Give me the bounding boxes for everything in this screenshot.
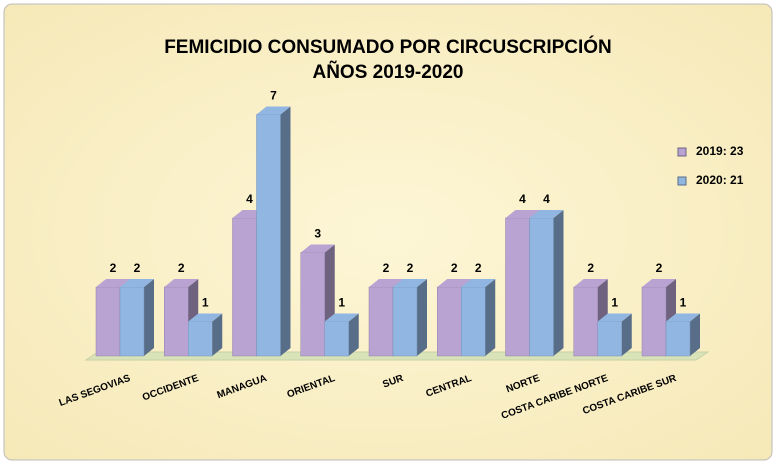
data-label: 1	[202, 296, 209, 310]
bar-front	[188, 321, 213, 357]
bar-top	[393, 279, 427, 287]
bar-top	[324, 313, 359, 322]
bar-front	[119, 286, 145, 357]
bar-front	[256, 114, 281, 357]
bar-front	[95, 286, 121, 357]
bar	[256, 106, 291, 357]
bar-side	[621, 313, 632, 356]
bar-top	[188, 313, 223, 322]
bar-front	[164, 286, 189, 357]
bar-top	[120, 279, 154, 287]
bar-side	[280, 106, 291, 356]
bar-top	[573, 279, 608, 287]
data-label: 1	[611, 296, 618, 310]
bar-front	[641, 286, 667, 357]
bar-top	[597, 313, 632, 322]
bar-front	[665, 321, 691, 357]
bar	[188, 313, 223, 357]
bar-top	[666, 313, 700, 322]
bar-front	[324, 321, 349, 357]
bar-side	[485, 279, 496, 356]
bar-top	[300, 244, 335, 253]
bar-front	[529, 217, 554, 357]
bar-top	[369, 279, 403, 287]
bar-front	[392, 286, 418, 357]
bar-front	[573, 286, 598, 357]
bar-front	[300, 252, 325, 357]
legend-label: 2019: 23	[696, 144, 744, 158]
data-label: 2	[407, 261, 414, 275]
bar-front	[597, 321, 622, 357]
bar-top	[437, 279, 472, 287]
bar-front	[232, 217, 257, 357]
bar-top	[642, 279, 676, 287]
chart-subtitle: AÑOS 2019-2020	[312, 61, 463, 83]
bar-front	[437, 286, 462, 357]
bar	[529, 210, 564, 357]
bar-top	[164, 279, 199, 287]
bar-top	[461, 279, 496, 287]
bar	[665, 313, 700, 357]
bar-side	[553, 210, 564, 356]
data-label: 2	[110, 261, 117, 275]
bar-side	[212, 313, 223, 356]
data-label: 4	[519, 192, 526, 206]
data-label: 7	[270, 89, 277, 103]
data-label: 2	[475, 261, 482, 275]
bar-top	[96, 279, 130, 287]
bar	[392, 279, 427, 357]
data-label: 2	[656, 261, 663, 275]
bar	[300, 244, 335, 357]
bar-top	[505, 210, 540, 218]
data-label: 2	[451, 261, 458, 275]
data-label: 2	[587, 261, 594, 275]
bar-front	[505, 217, 530, 357]
bar	[461, 279, 496, 357]
legend-marker	[677, 176, 687, 186]
bar-side	[417, 279, 427, 356]
bar-side	[348, 313, 359, 356]
bar-side	[690, 313, 700, 356]
bar	[324, 313, 359, 357]
bar	[573, 279, 608, 357]
bar	[597, 313, 632, 357]
data-label: 4	[543, 192, 550, 206]
bar-front	[368, 286, 394, 357]
bar-top	[256, 106, 291, 115]
bar	[119, 279, 154, 357]
data-label: 2	[383, 261, 390, 275]
data-label: 2	[134, 261, 141, 275]
data-label: 1	[680, 296, 687, 310]
bar-front	[461, 286, 486, 357]
data-label: 1	[338, 296, 345, 310]
data-label: 4	[246, 192, 253, 206]
legend-label: 2020: 21	[696, 173, 744, 187]
bar-side	[144, 279, 154, 356]
chart-title: FEMICIDIO CONSUMADO POR CIRCUSCRIPCIÓN	[164, 36, 612, 58]
legend-marker	[677, 147, 687, 157]
data-label: 3	[314, 227, 321, 241]
data-label: 2	[178, 261, 185, 275]
bar-top	[529, 210, 564, 218]
